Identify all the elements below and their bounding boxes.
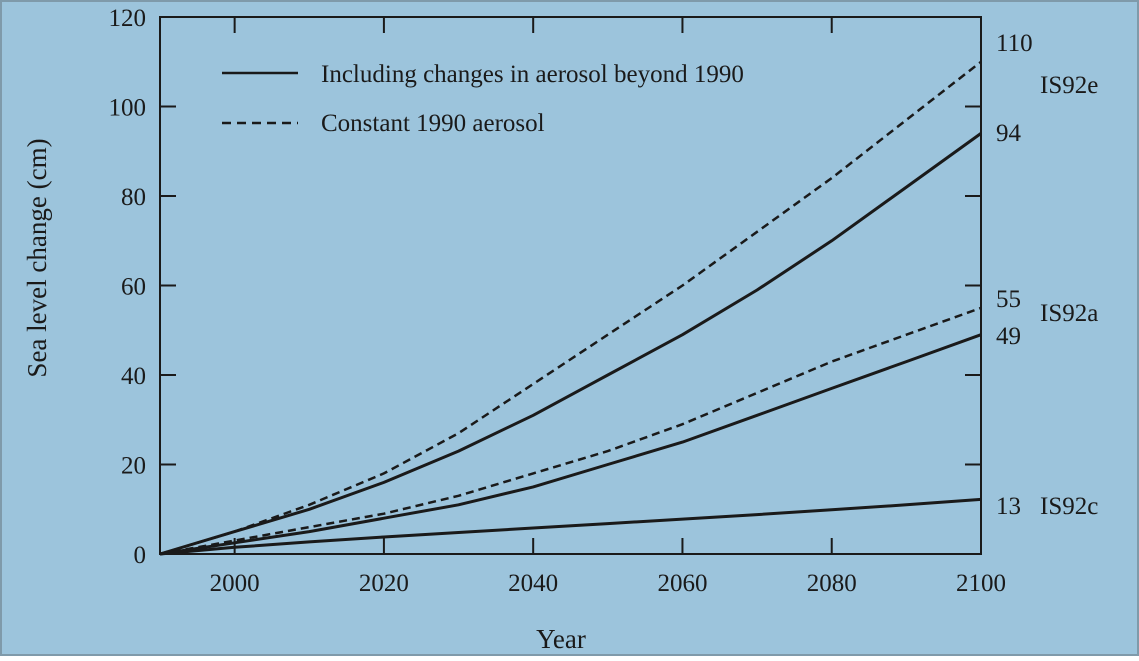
end-label-is92a-dashed: 55 [996, 286, 1021, 313]
y-tick-label: 80 [121, 184, 146, 211]
series-lines [159, 60, 982, 556]
series-line-is92a-solid [159, 333, 982, 556]
scenario-label-is92c: IS92c [1040, 493, 1098, 520]
legend: Including changes in aerosol beyond 1990… [222, 61, 744, 137]
series-line-is92c-solid [159, 497, 982, 556]
legend-label-aerosol-change: Including changes in aerosol beyond 1990 [321, 61, 744, 88]
y-tick-label: 40 [121, 363, 146, 390]
series-line-is92a-dashed [159, 306, 982, 556]
line-end-labels: 110 94 55 49 13 [996, 30, 1033, 520]
x-tick-label: 2020 [359, 570, 409, 597]
x-tick-label: 2100 [956, 570, 1006, 597]
y-tick-label: 120 [109, 5, 147, 32]
scenario-label-is92a: IS92a [1040, 300, 1098, 327]
x-axis-title: Year [536, 624, 586, 654]
end-label-is92a-solid: 49 [996, 323, 1021, 350]
series-line-is92e-solid [159, 132, 982, 556]
x-tick-label: 2080 [807, 570, 857, 597]
x-tick-label: 2060 [657, 570, 707, 597]
y-tick-label: 20 [121, 453, 146, 480]
x-tick-label: 2000 [210, 570, 260, 597]
y-axis-title: Sea level change (cm) [22, 138, 52, 377]
end-label-is92c: 13 [996, 493, 1021, 520]
y-tick-label: 100 [109, 95, 147, 122]
y-tick-label: 0 [134, 542, 147, 569]
end-label-is92e-dashed: 110 [996, 30, 1033, 57]
legend-label-constant-aerosol: Constant 1990 aerosol [321, 110, 545, 137]
y-tick-label: 60 [121, 274, 146, 301]
scenario-label-is92e: IS92e [1040, 72, 1098, 99]
scenario-labels: IS92e IS92a IS92c [1040, 72, 1098, 520]
series-line-is92e-dashed [159, 60, 982, 556]
end-label-is92e-solid: 94 [996, 120, 1022, 147]
x-tick-label: 2040 [508, 570, 558, 597]
